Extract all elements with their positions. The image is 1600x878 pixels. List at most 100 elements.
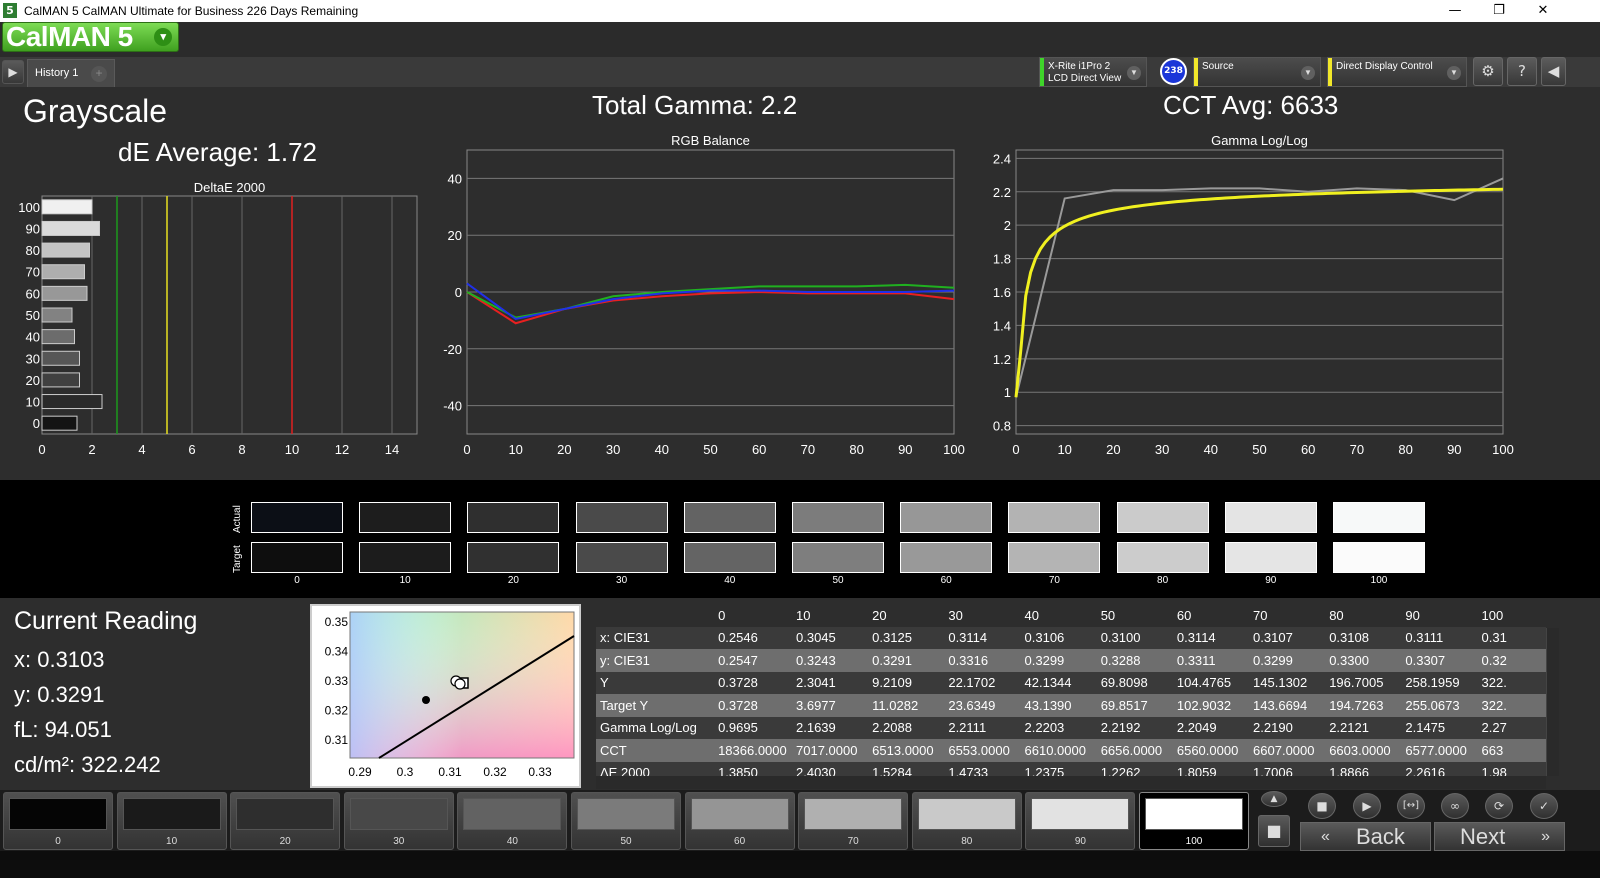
stop-button[interactable]: ■ [1258, 815, 1290, 847]
tab-history-1[interactable]: History 1 + [27, 59, 115, 87]
y-tick-label: 1.8 [993, 252, 1011, 267]
patch-label: 70 [847, 836, 859, 847]
table-cell: 2.2121 [1326, 716, 1403, 739]
y-tick-label: 0 [33, 416, 40, 431]
patch-button-40[interactable]: 40 [457, 792, 568, 850]
patch-button-100[interactable]: 100 [1139, 792, 1249, 850]
calman-menu-button[interactable]: CalMAN 5 ▾ [2, 22, 179, 52]
table-cell: 0.3045 [793, 626, 870, 649]
table-cell: 9.2109 [869, 671, 946, 694]
reading-fl: fL: 94.051 [14, 717, 112, 742]
patch-button-0[interactable]: 0 [3, 792, 113, 850]
row-label: CCT [596, 739, 716, 762]
table-cell: 0.3311 [1173, 649, 1251, 672]
play-button[interactable]: ▶ [1353, 793, 1381, 819]
chevron-down-icon: ▾ [154, 28, 172, 46]
total-gamma: Total Gamma: 2.2 [592, 90, 798, 120]
cie-chart: 0.35 0.34 0.33 0.32 0.31 0.29 0.3 0.31 0.32 0.33 [310, 604, 581, 788]
table-row[interactable]: x: CIE31 0.2546 0.3045 0.3125 0.3114 0.3106 0.… [596, 626, 1546, 649]
page-title: Grayscale [23, 93, 168, 129]
expand-panel-button[interactable]: ▶ [2, 60, 24, 84]
patch-button-30[interactable]: 30 [343, 792, 454, 850]
rgb-chart-title: RGB Balance [671, 133, 750, 148]
table-row[interactable]: ΔE 2000 1.3850 2.4030 1.5284 1.4733 1.2375 1.2… [596, 761, 1546, 776]
swatch-level-label: 70 [1048, 575, 1060, 586]
reading-point [422, 696, 430, 704]
minimize-button[interactable]: — [1448, 3, 1462, 18]
reading-cdm: cd/m²: 322.242 [14, 752, 161, 777]
source-selector[interactable]: Source ▼ [1193, 57, 1321, 87]
cie-y-tick: 0.34 [325, 645, 349, 659]
table-row[interactable]: Y 0.3728 2.3041 9.2109 22.1702 42.1344 69.8098… [596, 671, 1546, 694]
cie-x-tick: 0.31 [438, 765, 462, 779]
back-button[interactable]: « Back [1300, 822, 1431, 851]
refresh-button[interactable]: ⟳ [1485, 793, 1513, 819]
swatch-level-label: 20 [507, 575, 519, 586]
swatch-level-label: 90 [1265, 575, 1277, 586]
deltae-bar [41, 372, 80, 388]
target-swatch [1116, 542, 1209, 573]
patch-button-50[interactable]: 50 [571, 792, 681, 850]
column-header: 0 [715, 604, 793, 627]
x-tick-label: 60 [752, 442, 766, 457]
collapse-button[interactable]: ◀ [1541, 57, 1566, 86]
table-row[interactable]: CCT 18366.0000 7017.0000 6513.0000 6553.0000… [596, 739, 1546, 762]
help-button[interactable]: ? [1507, 57, 1537, 86]
table-cell: 1.5284 [869, 761, 946, 776]
table-cell: 6603.0000 [1326, 739, 1403, 762]
table-cell: 69.8098 [1097, 671, 1174, 694]
settings-button[interactable]: ⚙ [1473, 57, 1503, 86]
table-vertical-scrollbar[interactable] [1546, 628, 1559, 776]
swatch-level-label: 100 [1370, 575, 1388, 586]
meter-selector[interactable]: X-Rite i1Pro 2 LCD Direct View ▼ [1039, 57, 1147, 87]
table-cell: 1.7006 [1250, 761, 1327, 776]
y-tick-label: 1.4 [993, 318, 1011, 333]
row-label: y: CIE31 [596, 649, 716, 672]
data-table[interactable]: 0 10 20 30 40 50 60 70 80 90 100 x: CIE31 0.2546 0.30… [596, 604, 1546, 776]
display-control-selector[interactable]: Direct Display Control ▼ [1327, 57, 1467, 87]
deltae-bar [41, 350, 80, 366]
gamma-chart: 2.4 2.2 2 1.8 1.6 1.4 1.2 1 0.80 10 20 30 40 50 60 70 80… [993, 149, 1514, 457]
next-button[interactable]: Next » [1434, 822, 1565, 851]
check-button[interactable]: ✓ [1530, 793, 1558, 819]
maximize-button[interactable]: ❐ [1493, 3, 1505, 18]
x-tick-label: 10 [285, 442, 299, 457]
scroll-up-button[interactable]: ▲ [1261, 791, 1287, 807]
loop-button[interactable]: ∞ [1441, 793, 1469, 819]
table-cell: 0.9695 [715, 716, 793, 739]
add-tab-icon[interactable]: + [91, 66, 107, 82]
swatch-level-label: 40 [724, 575, 736, 586]
patch-color [9, 798, 107, 830]
table-row[interactable]: Target Y 0.3728 3.6977 11.0282 23.6349 43.139… [596, 694, 1546, 717]
patch-button-90[interactable]: 90 [1025, 792, 1136, 850]
target-swatch [575, 542, 668, 573]
y-tick-label: 0.8 [993, 419, 1011, 434]
next-label: Next [1460, 824, 1506, 849]
table-row[interactable]: Gamma Log/Log 0.9695 2.1639 2.2088 2.2111 2.2… [596, 716, 1546, 739]
column-header: 80 [1326, 604, 1403, 627]
range-button[interactable]: [↔] [1397, 793, 1425, 819]
patch-label: 60 [734, 836, 746, 847]
target-swatch [251, 542, 343, 573]
chevron-down-icon: ▼ [1301, 66, 1315, 80]
actual-swatch [1333, 502, 1425, 533]
stop-measure-button[interactable]: ■ [1308, 793, 1336, 819]
table-cell: 104.4765 [1173, 671, 1251, 694]
table-row[interactable]: y: CIE31 0.2547 0.3243 0.3291 0.3316 0.3299 0.… [596, 649, 1546, 672]
patch-button-70[interactable]: 70 [798, 792, 909, 850]
close-button[interactable]: ✕ [1537, 3, 1549, 18]
table-header-row: 0 10 20 30 40 50 60 70 80 90 100 [596, 604, 1546, 627]
cie-x-tick: 0.33 [528, 765, 552, 779]
patch-button-60[interactable]: 60 [684, 792, 795, 850]
patch-button-20[interactable]: 20 [230, 792, 341, 850]
table-cell: 42.1344 [1021, 671, 1098, 694]
patch-button-10[interactable]: 10 [116, 792, 227, 850]
patch-button-80[interactable]: 80 [911, 792, 1022, 850]
table-horizontal-scrollbar[interactable] [596, 776, 1546, 789]
actual-label: Actual [232, 505, 243, 533]
table-cell: 22.1702 [945, 671, 1022, 694]
table-cell: 11.0282 [869, 694, 946, 717]
patch-label: 90 [1074, 836, 1086, 847]
deltae-bar [41, 415, 78, 431]
deltae-bar [41, 285, 88, 301]
